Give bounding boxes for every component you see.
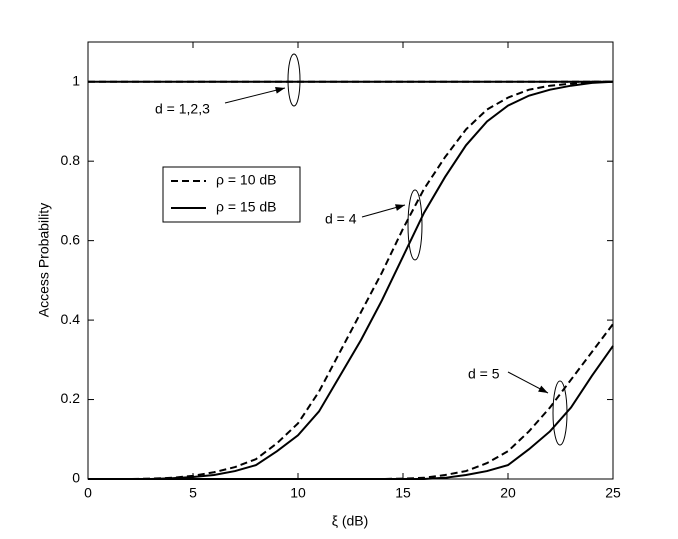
annotation: d = 1,2,3 xyxy=(155,101,210,117)
y-tick-label: 0 xyxy=(72,470,80,486)
arrow-head xyxy=(538,385,548,393)
y-tick-label: 0.2 xyxy=(61,390,81,406)
x-tick-label: 20 xyxy=(500,485,516,501)
annotation-ellipse xyxy=(407,189,423,261)
annotation-ellipse xyxy=(287,53,301,107)
annotation: d = 4 xyxy=(325,211,357,227)
y-tick-label: 1 xyxy=(72,72,80,88)
x-axis-label: ξ (dB) xyxy=(332,513,369,529)
curve xyxy=(88,345,614,480)
legend-label: ρ = 15 dB xyxy=(216,199,277,215)
x-tick-label: 0 xyxy=(84,485,92,501)
y-tick-label: 0.6 xyxy=(61,231,81,247)
arrow-head xyxy=(275,86,285,94)
annotation-ellipse xyxy=(552,380,568,446)
curve xyxy=(88,80,614,480)
x-tick-label: 25 xyxy=(605,485,621,501)
annotation-arrow xyxy=(224,87,286,104)
y-tick-label: 0.8 xyxy=(61,152,81,168)
y-tick-label: 0.4 xyxy=(61,311,81,327)
x-tick-label: 5 xyxy=(189,485,197,501)
x-tick-label: 10 xyxy=(290,485,306,501)
legend-label: ρ = 10 dB xyxy=(216,172,277,188)
annotation: d = 5 xyxy=(468,366,500,382)
arrow-head xyxy=(395,204,405,211)
curve xyxy=(88,80,613,480)
x-tick-label: 15 xyxy=(395,485,411,501)
curve xyxy=(88,323,614,480)
y-axis-label: Access Probability xyxy=(36,203,52,317)
legend-box xyxy=(162,166,301,223)
